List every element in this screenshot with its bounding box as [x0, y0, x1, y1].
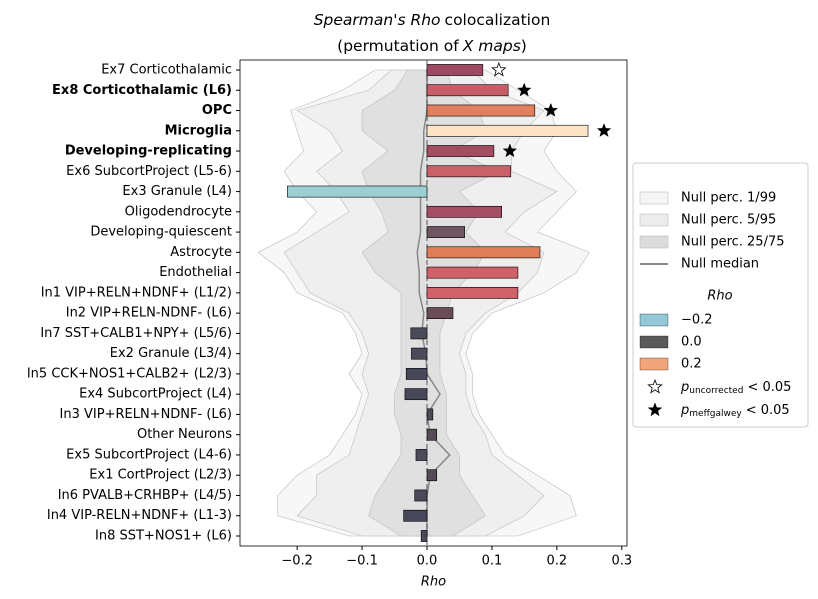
legend-swatch	[639, 335, 669, 349]
x-tick-label: −0.2	[281, 554, 313, 569]
bar	[426, 286, 519, 299]
chart-title: (permutation of X maps)	[337, 37, 527, 55]
legend-label: 0.2	[681, 357, 702, 372]
bar	[426, 246, 541, 259]
title-part: X maps	[462, 37, 521, 55]
legend-swatch	[639, 213, 669, 227]
significance-star	[596, 123, 612, 137]
y-tick-label: In4 VIP-RELN+NDNF+ (L1-3)	[47, 508, 232, 523]
bar	[426, 84, 509, 97]
bar	[426, 469, 438, 482]
legend-subscript: meffgalwey	[689, 409, 742, 419]
y-tick-label: In5 CCK+NOS1+CALB2+ (L2/3)	[27, 366, 232, 381]
legend-label: pmeffgalwey < 0.05	[680, 403, 790, 419]
null-median	[416, 70, 451, 536]
y-tick-label: Ex7 Corticothalamic	[101, 63, 232, 78]
bar	[426, 104, 536, 117]
bar	[411, 347, 428, 360]
bar	[405, 368, 428, 380]
bar	[404, 388, 428, 401]
bar	[426, 428, 438, 441]
x-tick-label: 0.2	[547, 554, 568, 569]
legend-swatch	[639, 191, 669, 205]
legend-symbol: p	[680, 380, 689, 395]
bar	[426, 205, 502, 218]
plot-frame	[239, 59, 628, 547]
y-tick-label: Endothelial	[159, 265, 232, 280]
bar	[415, 449, 428, 461]
bar	[414, 489, 428, 502]
legend-star	[647, 378, 663, 394]
bar	[403, 509, 428, 522]
legend-text: < 0.05	[747, 380, 791, 395]
legend-label: 0.0	[681, 335, 702, 350]
legend-text: < 0.05	[746, 403, 790, 418]
x-tick-label: 0.0	[417, 554, 438, 569]
y-tick-label: In3 VIP+RELN+NDNF- (L6)	[60, 407, 232, 422]
y-tick-label: Astrocyte	[170, 245, 232, 260]
y-tick-label: Developing-quiescent	[90, 225, 232, 240]
y-tick-label: Other Neurons	[137, 427, 232, 442]
y-tick-label: In7 SST+CALB1+NPY+ (L5/6)	[40, 326, 232, 341]
y-tick-label: Ex2 Granule (L3/4)	[110, 346, 232, 361]
bar	[426, 64, 484, 76]
legend-swatch	[639, 357, 669, 371]
bar	[426, 165, 512, 178]
title-part: Spearman's Rho	[314, 11, 441, 29]
legend-label: Null median	[681, 257, 759, 272]
y-tick-label: Ex3 Granule (L4)	[122, 184, 232, 199]
legend-symbol: p	[680, 403, 689, 418]
y-tick-label: Ex6 SubcortProject (L5-6)	[66, 164, 232, 179]
x-axis-label: Rho	[421, 575, 446, 590]
y-tick-label: Ex1 CortProject (L2/3)	[89, 468, 232, 483]
title-part: (permutation of	[337, 37, 459, 55]
x-tick-label: −0.1	[346, 554, 378, 569]
x-tick-label: 0.3	[611, 554, 632, 569]
y-tick-label: In6 PVALB+CRHBP+ (L4/5)	[58, 488, 232, 503]
chart-title: Spearman's Rho colocalization	[314, 11, 551, 29]
significance-star	[543, 102, 559, 117]
bar	[426, 307, 454, 320]
legend-box	[632, 162, 809, 428]
y-tick-label: Oligodendrocyte	[125, 204, 232, 219]
legend-swatch	[639, 313, 669, 327]
y-tick-label: In8 SST+NOS1+ (L6)	[95, 529, 232, 544]
bar	[426, 124, 589, 137]
title-part: )	[521, 37, 527, 55]
legend-label: puncorrected < 0.05	[680, 380, 791, 396]
significance-star	[491, 61, 507, 77]
y-tick-label: Developing-replicating	[65, 144, 232, 159]
legend-title: Rho	[707, 289, 732, 304]
title-part: colocalization	[445, 11, 551, 29]
bar	[426, 266, 519, 279]
bar	[426, 408, 434, 421]
significance-star	[516, 82, 532, 97]
bar	[287, 185, 428, 198]
bar	[426, 226, 465, 238]
y-tick-label: Microglia	[165, 123, 232, 138]
y-tick-label: In1 VIP+RELN+NDNF+ (L1/2)	[41, 285, 232, 300]
bar	[420, 530, 428, 542]
legend-star	[647, 402, 663, 417]
x-tick-label: 0.1	[482, 554, 503, 569]
legend-label: Null perc. 1/99	[681, 191, 776, 206]
y-tick-label: Ex5 SubcortProject (L4-6)	[66, 447, 232, 462]
bar	[410, 327, 428, 340]
legend-label: −0.2	[681, 313, 713, 328]
y-tick-label: Ex4 SubcortProject (L4)	[79, 387, 232, 402]
legend-swatch	[639, 235, 669, 249]
legend-subscript: uncorrected	[689, 386, 743, 396]
y-tick-label: In2 VIP+RELN-NDNF- (L6)	[66, 306, 232, 321]
legend-label: Null perc. 25/75	[681, 235, 785, 250]
y-tick-label: Ex8 Corticothalamic (L6)	[52, 83, 232, 98]
y-tick-label: OPC	[202, 103, 232, 118]
legend-label: Null perc. 5/95	[681, 213, 776, 228]
bar	[426, 145, 495, 157]
significance-star	[502, 143, 518, 158]
